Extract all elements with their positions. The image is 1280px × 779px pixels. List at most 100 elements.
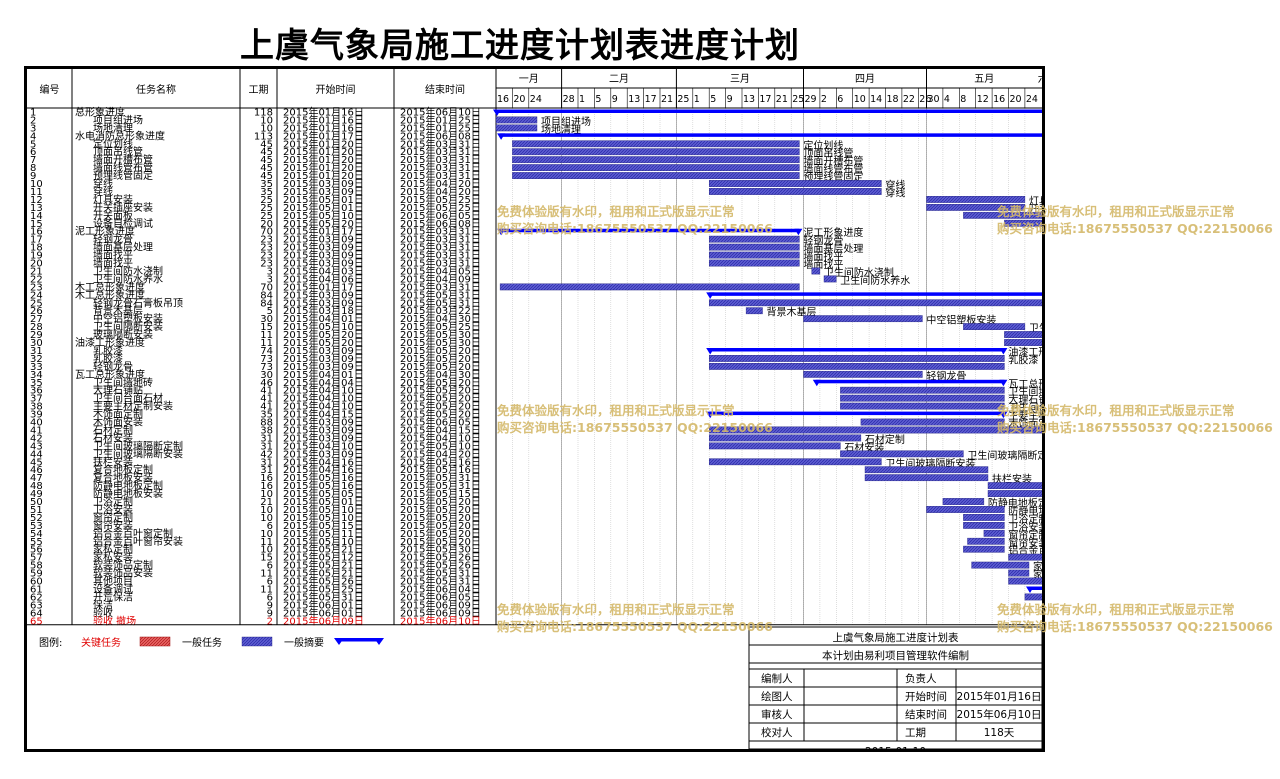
task-name: 验收 撤场	[93, 614, 136, 627]
bar-label: 轻钢龙骨	[926, 369, 966, 382]
task-bar	[926, 196, 1026, 203]
task-start: 2015年03月09日	[283, 431, 364, 444]
legend-summary-label: 一般摘要	[284, 636, 324, 649]
task-duration: 35	[260, 187, 273, 198]
day-label: 26	[919, 94, 931, 105]
bar-label: 墙面基层处理	[803, 242, 863, 255]
task-name: 木饰面安装	[93, 416, 143, 429]
task-id: 22	[30, 274, 43, 285]
task-end: 2015年05月20日	[400, 511, 481, 524]
task-end: 2015年05月31日	[400, 288, 481, 301]
task-id: 16	[30, 227, 43, 238]
task-end: 2015年03月22日	[400, 304, 481, 317]
task-id: 10	[30, 179, 43, 190]
task-bar	[1008, 553, 1046, 561]
task-name: 轻钢龙骨	[93, 360, 133, 373]
task-duration: 2	[267, 616, 273, 627]
task-name: 家私定制	[93, 543, 133, 556]
day-label: 28	[563, 94, 575, 105]
task-id: 12	[30, 195, 43, 206]
task-id: 38	[30, 402, 43, 413]
task-bar	[512, 164, 800, 171]
task-start: 2015年04月06日	[283, 272, 364, 285]
task-duration: 31	[260, 457, 273, 468]
column-header-start: 开始时间	[316, 83, 356, 96]
task-bar	[926, 203, 1026, 211]
watermark-1: 免费体验版有水印，租用和正式版显示正常 购买咨询电话:18675550537 Q…	[497, 203, 773, 237]
task-name: 乳胶漆	[93, 344, 123, 357]
summary-bar	[500, 133, 1083, 137]
task-start: 2015年06月09日	[283, 614, 364, 627]
info-label: 校对人	[761, 726, 793, 739]
task-duration: 84	[260, 298, 273, 309]
month-label: 三月	[730, 73, 750, 85]
task-start: 2015年05月20日	[283, 336, 364, 349]
task-end: 2015年05月20日	[400, 352, 481, 365]
task-bar	[971, 561, 1030, 569]
task-id: 23	[30, 282, 43, 293]
task-id: 29	[30, 330, 43, 341]
day-label: 10	[854, 94, 866, 105]
task-name: 复合地板定制	[93, 463, 153, 476]
task-duration: 6	[267, 521, 273, 532]
task-duration: 30	[260, 370, 273, 381]
task-name: 保洁	[93, 598, 113, 611]
task-bar	[987, 490, 1050, 497]
day-label: 20	[1010, 94, 1022, 105]
task-end: 2015年06月04日	[400, 582, 481, 595]
task-name: 软装饰品定制	[93, 559, 153, 572]
task-name: 穿线	[93, 185, 113, 198]
task-duration: 23	[260, 251, 273, 262]
task-id: 62	[30, 592, 43, 603]
task-duration: 30	[260, 314, 273, 325]
watermark-text: 购买咨询电话:18675550537 QQ:22150066	[997, 420, 1273, 435]
watermark-text: 购买咨询电话:18675550537 QQ:22150066	[497, 420, 773, 435]
task-bar	[803, 370, 923, 378]
month-label: 一月	[519, 73, 539, 85]
day-label: 4	[944, 94, 950, 105]
task-name: 项目组进场	[93, 113, 143, 126]
task-name: 铝合金百叶窗帘安装	[93, 535, 183, 548]
task-end: 2015年05月16日	[400, 455, 481, 468]
watermark-5: 免费体验版有水印，租用和正式版显示正常 购买咨询电话:18675550537 Q…	[497, 601, 773, 635]
task-bar	[709, 442, 841, 450]
summary-cap-left	[493, 109, 501, 116]
task-end: 2015年05月25日	[400, 320, 481, 333]
task-name: 开荒保洁	[93, 590, 133, 603]
info-label: 负责人	[905, 672, 937, 685]
task-start: 2015年03月09日	[283, 423, 364, 436]
task-bar	[864, 466, 989, 474]
task-end: 2015年05月25日	[400, 193, 481, 206]
info-label: 开始时间	[905, 690, 947, 703]
task-duration: 5	[267, 306, 273, 317]
task-start: 2015年01月16日	[283, 113, 364, 126]
day-label: 9	[612, 94, 618, 105]
day-label: 17	[759, 94, 771, 105]
task-start: 2015年04月10日	[283, 400, 364, 413]
task-id: 9	[30, 171, 36, 182]
task-id: 65	[30, 616, 43, 627]
task-name: 墙面找平	[93, 249, 133, 262]
task-end: 2015年03月31日	[400, 257, 481, 270]
task-bar	[1024, 593, 1067, 601]
task-start: 2015年04月10日	[283, 384, 364, 397]
task-id: 36	[30, 386, 43, 397]
month-label: 六月	[1038, 73, 1042, 85]
task-start: 2015年06月01日	[283, 606, 364, 619]
bar-label: 防静电地板定制	[988, 497, 1042, 510]
task-name: 油漆工形象进度	[75, 336, 145, 349]
task-duration: 16	[260, 481, 273, 492]
page-title: 上虞气象局施工进度计划表进度计划	[240, 26, 800, 66]
day-label: 2	[821, 94, 827, 105]
bar-label: 窗帘安装	[1008, 536, 1042, 549]
day-label: 6	[837, 94, 843, 105]
task-duration: 31	[260, 465, 273, 476]
task-id: 46	[30, 465, 43, 476]
legend-normal-swatch	[241, 636, 273, 647]
bar-label: 卫生间防水养水	[840, 274, 910, 287]
task-start: 2015年04月01日	[283, 368, 364, 381]
task-end: 2015年06月10日	[400, 614, 481, 627]
task-end: 2015年03月31日	[400, 249, 481, 262]
task-end: 2015年03月31日	[400, 145, 481, 158]
day-label: 5	[595, 94, 601, 105]
